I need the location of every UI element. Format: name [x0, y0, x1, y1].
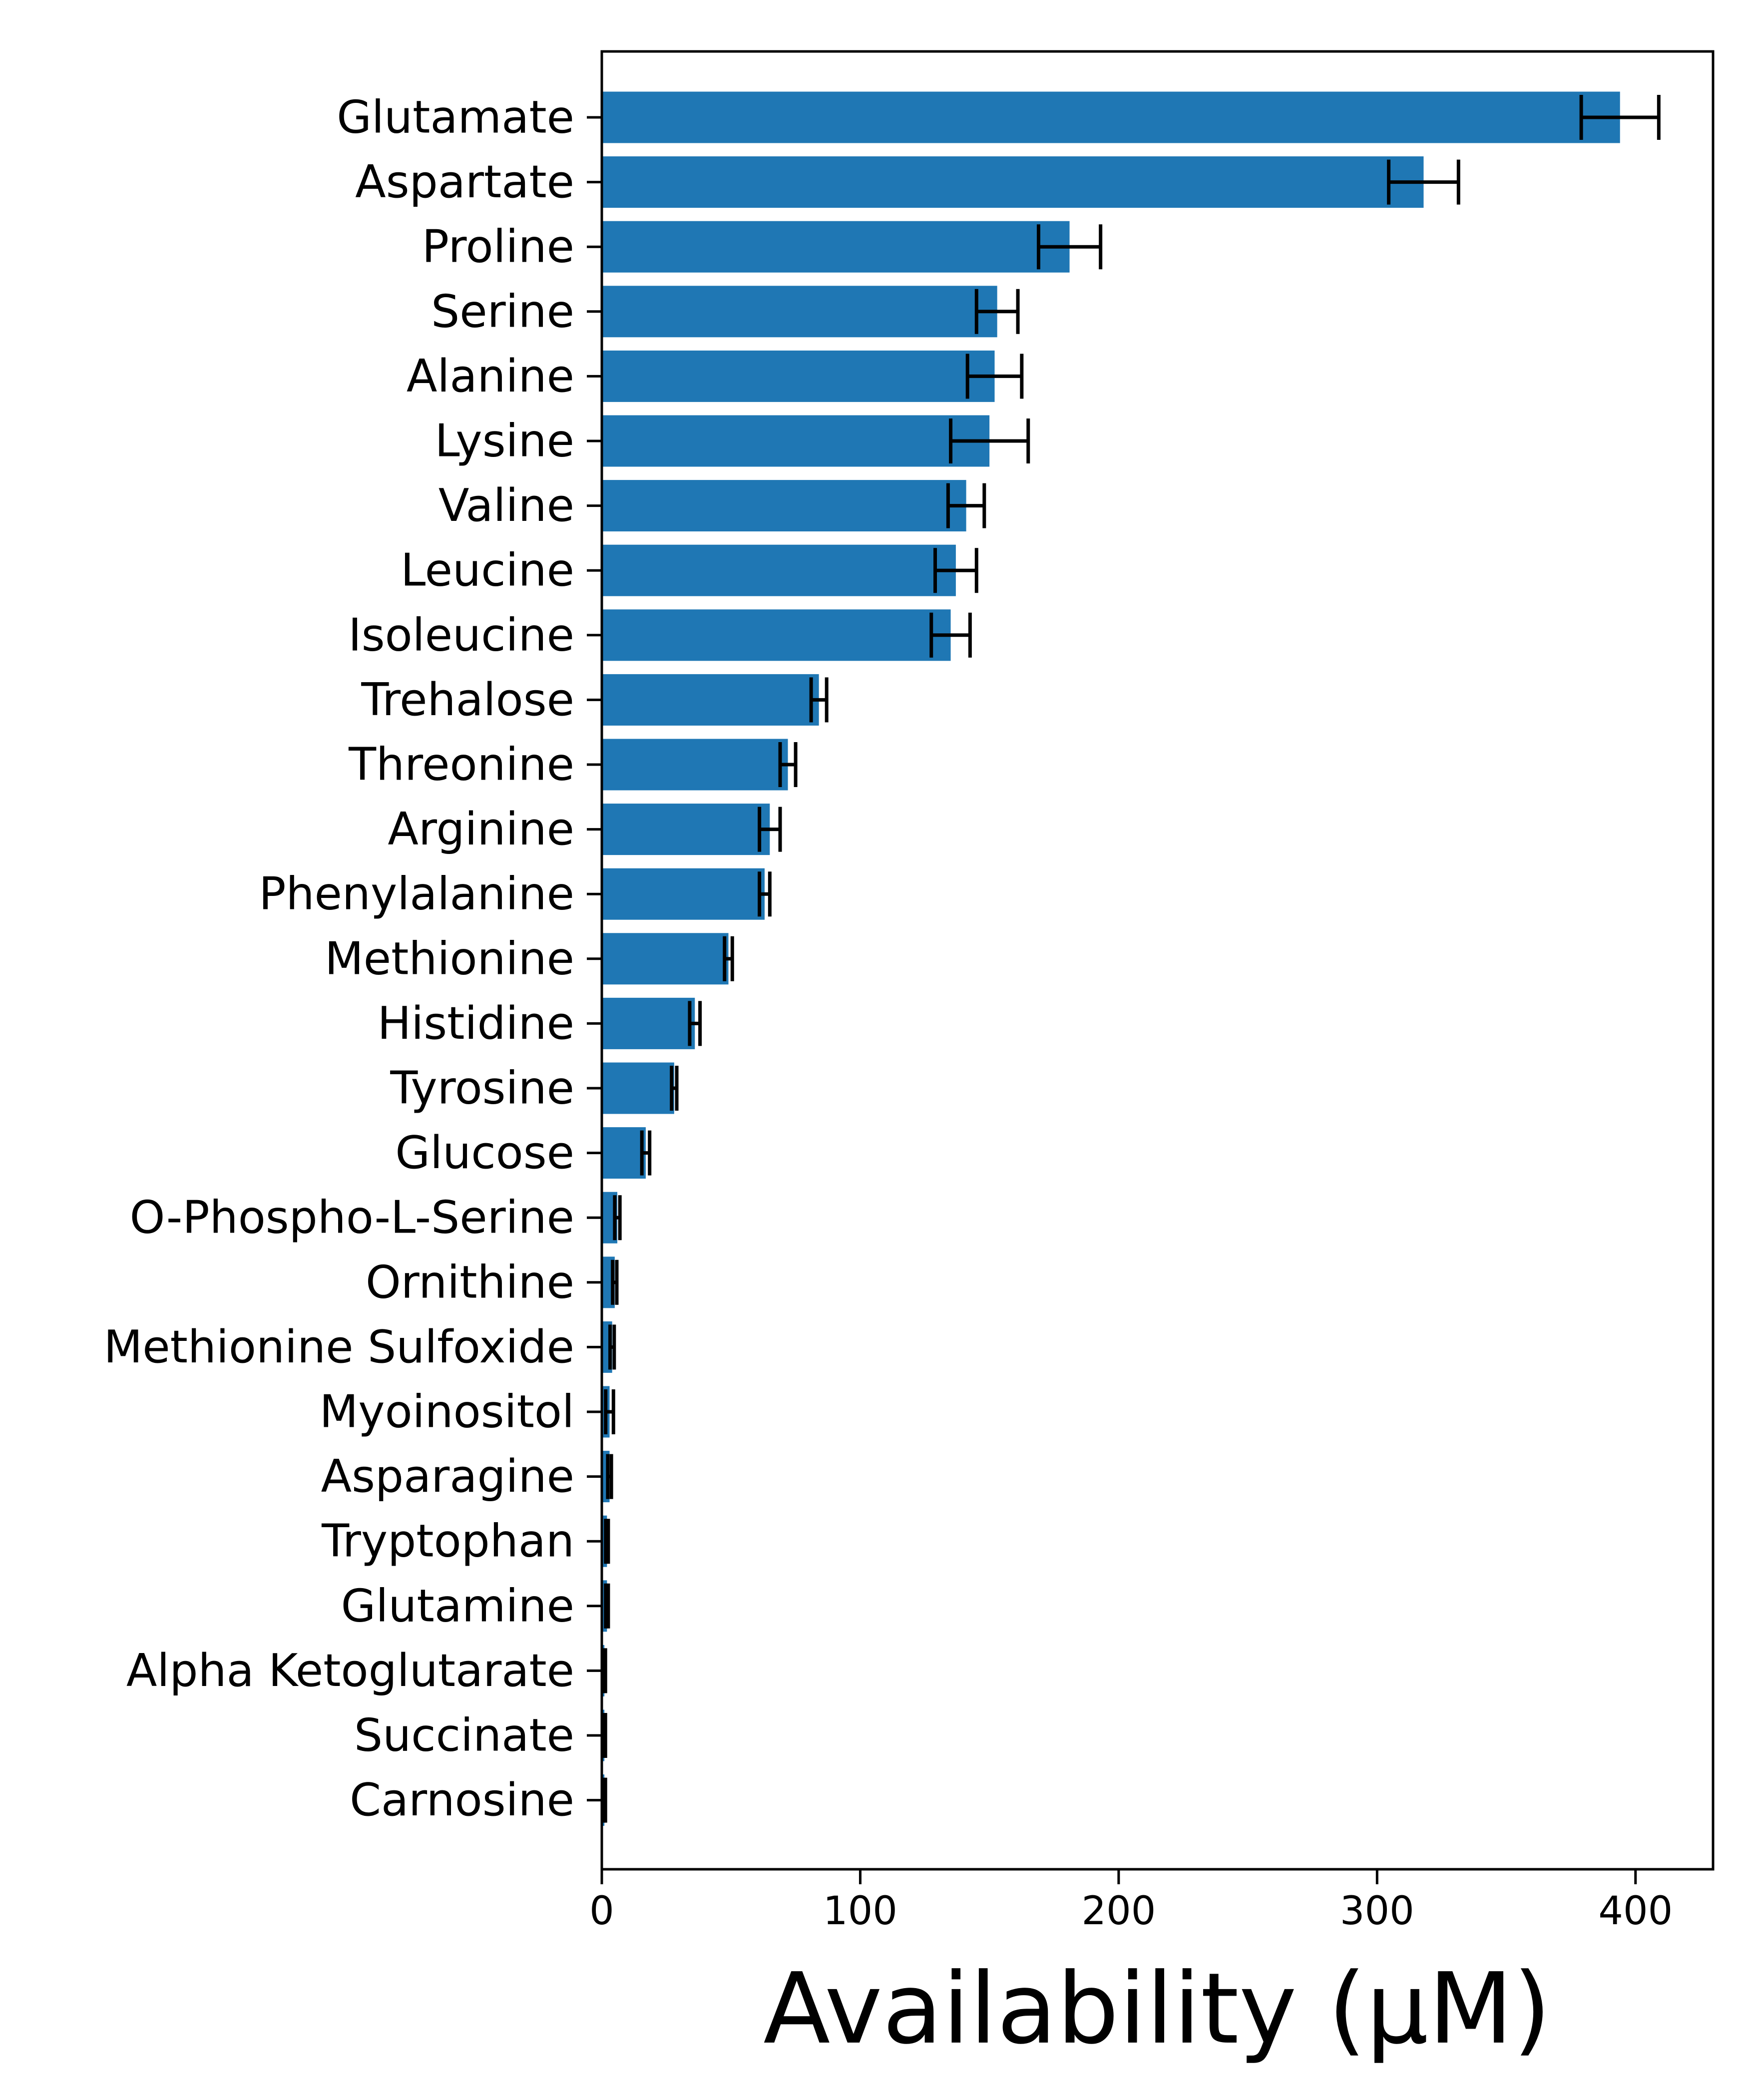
- plot-frame: [600, 50, 1715, 1871]
- error-bar-14: [688, 1001, 702, 1046]
- y-tick-label: Tyrosine: [390, 1062, 574, 1115]
- error-bar-17: [613, 1195, 622, 1241]
- y-tick-label: Myoinositol: [320, 1386, 574, 1438]
- x-tick-label: 0: [589, 1889, 614, 1934]
- y-tick-label: Asparagine: [321, 1450, 574, 1503]
- error-bar-0: [1579, 95, 1661, 140]
- bar-2: [602, 221, 1070, 273]
- error-bar-25: [601, 1713, 607, 1758]
- error-bar-10: [778, 742, 798, 787]
- bar-7: [602, 544, 956, 596]
- x-tick-label: 400: [1598, 1889, 1673, 1934]
- y-tick-label: Histidine: [378, 997, 574, 1050]
- error-bar-19: [608, 1324, 616, 1370]
- y-tick-label: Proline: [422, 221, 574, 273]
- error-bar-3: [974, 289, 1020, 334]
- bar-12: [602, 868, 765, 920]
- error-bar-12: [758, 871, 772, 917]
- y-tick-label: Serine: [431, 285, 574, 338]
- y-tick-label: Threonine: [348, 739, 574, 791]
- x-axis: 0 100 200 300 400: [589, 1869, 1673, 1934]
- y-tick-label: Succinate: [354, 1709, 574, 1762]
- error-bar-7: [933, 548, 978, 593]
- bar-6: [602, 480, 966, 532]
- error-bar-16: [640, 1130, 652, 1176]
- error-bar-13: [723, 936, 734, 981]
- y-tick-label: Glutamate: [337, 91, 574, 144]
- bar-0: [602, 91, 1620, 143]
- error-bar-2: [1036, 224, 1103, 270]
- y-tick-label: Valine: [438, 479, 574, 532]
- error-bar-24: [601, 1648, 607, 1693]
- y-tick-label: O-Phospho-L-Serine: [130, 1192, 574, 1244]
- error-bar-8: [929, 612, 972, 658]
- error-bar-21: [606, 1454, 613, 1499]
- y-tick-label: Methionine Sulfoxide: [104, 1321, 574, 1373]
- y-axis: Glutamate Aspartate Proline Serine Alanine Ly…: [104, 91, 602, 1826]
- x-tick-label: 200: [1081, 1889, 1156, 1934]
- bar-9: [602, 674, 819, 726]
- y-tick-label: Phenylalanine: [259, 868, 574, 920]
- y-tick-label: Alanine: [407, 350, 574, 403]
- y-tick-label: Alpha Ketoglutarate: [126, 1645, 574, 1697]
- bars-layer: [602, 91, 1620, 1826]
- bar-14: [602, 997, 695, 1049]
- y-tick-label: Aspartate: [355, 156, 574, 208]
- bar-5: [602, 415, 990, 467]
- bar-8: [602, 609, 951, 661]
- error-bar-15: [670, 1066, 679, 1111]
- y-tick-label: Glutamine: [341, 1580, 574, 1632]
- y-tick-label: Arginine: [388, 803, 574, 855]
- x-tick-label: 100: [823, 1889, 897, 1934]
- error-bar-23: [604, 1583, 610, 1629]
- error-bar-18: [611, 1260, 619, 1305]
- y-tick-label: Methionine: [325, 932, 574, 985]
- error-bar-22: [604, 1519, 610, 1564]
- error-bar-4: [965, 354, 1024, 399]
- y-tick-label: Carnosine: [350, 1774, 574, 1826]
- y-tick-label: Glucose: [395, 1127, 574, 1179]
- y-tick-label: Leucine: [401, 544, 574, 597]
- y-tick-label: Tryptophan: [321, 1515, 574, 1568]
- error-bar-5: [949, 419, 1030, 463]
- bar-10: [602, 739, 788, 791]
- y-tick-label: Trehalose: [361, 674, 574, 726]
- bar-15: [602, 1062, 674, 1114]
- x-tick-label: 300: [1340, 1889, 1414, 1934]
- error-bar-6: [946, 483, 986, 528]
- error-bar-20: [604, 1389, 615, 1434]
- bar-4: [602, 350, 995, 402]
- error-bars-layer: [601, 95, 1661, 1823]
- error-bar-11: [758, 807, 782, 852]
- error-bar-9: [809, 677, 829, 723]
- bar-3: [602, 286, 997, 338]
- bar-1: [602, 156, 1424, 208]
- bar-13: [602, 933, 729, 985]
- bar-11: [602, 804, 770, 855]
- bar-16: [602, 1127, 646, 1179]
- error-bar-1: [1387, 159, 1460, 205]
- y-tick-label: Lysine: [435, 415, 574, 467]
- y-tick-label: Ornithine: [366, 1256, 574, 1308]
- error-bar-26: [601, 1777, 607, 1823]
- x-axis-label: Availability (µM): [763, 1952, 1551, 2066]
- y-tick-label: Isoleucine: [348, 609, 574, 661]
